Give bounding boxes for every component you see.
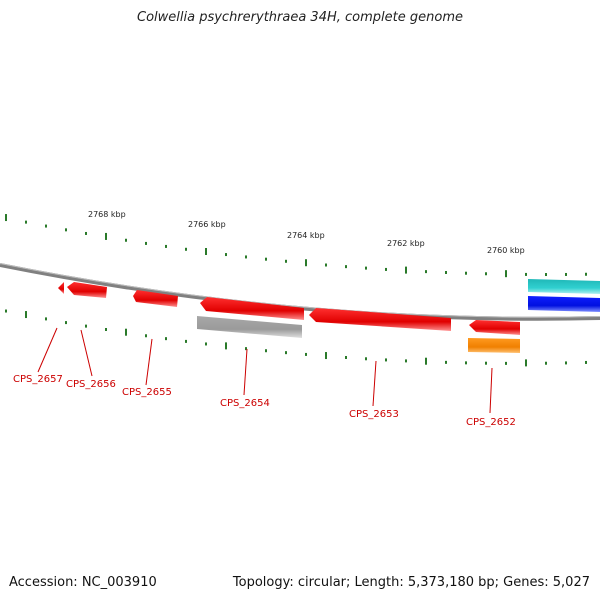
major-tick-mark [405,266,407,274]
gene-arrow-cyan-edge[interactable] [528,279,600,294]
gene-arrow-blue-edge[interactable] [528,296,600,312]
inner-tick-ring [5,309,587,367]
gene-label-cps-2652: CPS_2652 [466,417,516,428]
minor-tick-mark [165,337,167,341]
map-title: Colwellia psychrerythraea 34H, complete … [137,10,463,25]
major-tick-mark [5,214,7,222]
scale-tick-label-2762: 2762 kbp [387,239,425,248]
minor-tick-mark [405,359,407,363]
gene-arrow-cps-2652-red[interactable] [469,320,520,335]
leader-cps-2653 [372,360,377,407]
major-tick-mark [305,259,307,267]
minor-tick-mark [245,255,247,259]
minor-tick-mark [345,355,347,359]
gene-arrow-cps-2657[interactable] [58,282,64,294]
minor-tick-mark [285,351,287,355]
major-tick-mark [325,352,327,360]
minor-tick-mark [545,361,547,365]
major-tick-mark [105,232,107,240]
minor-tick-mark [585,272,587,276]
gene-label-cps-2657: CPS_2657 [13,374,63,385]
minor-tick-mark [365,266,367,270]
minor-tick-mark [185,339,187,343]
minor-tick-mark [445,270,447,274]
major-tick-mark [505,270,507,278]
minor-tick-mark [465,271,467,275]
gene-arrow-cps-2656[interactable] [67,282,107,298]
minor-tick-mark [85,231,87,235]
leader-cps-2655 [145,338,153,386]
minor-tick-mark [225,253,227,257]
gene-label-cps-2655: CPS_2655 [122,387,172,398]
minor-tick-mark [485,272,487,276]
minor-tick-mark [145,241,147,245]
minor-tick-mark [285,259,287,263]
minor-tick-mark [185,247,187,251]
minor-tick-mark [365,357,367,361]
minor-tick-mark [125,238,127,242]
scale-tick-label-2764: 2764 kbp [287,231,325,240]
minor-tick-mark [345,265,347,269]
minor-tick-mark [425,270,427,274]
minor-tick-mark [25,220,27,224]
minor-tick-mark [245,347,247,351]
leader-cps-2656 [80,329,93,377]
minor-tick-mark [585,360,587,364]
accession-text: Accession: NC_003910 [9,575,157,590]
minor-tick-mark [265,349,267,353]
minor-tick-mark [165,244,167,248]
major-tick-mark [205,247,207,255]
minor-tick-mark [85,324,87,328]
gene-label-leaders [37,327,493,414]
scale-tick-label-2768: 2768 kbp [88,210,126,219]
minor-tick-mark [65,228,67,232]
major-tick-mark [125,328,127,336]
leader-cps-2657 [37,327,58,373]
minor-tick-mark [485,361,487,365]
major-tick-mark [25,311,27,319]
minor-tick-mark [565,361,567,365]
minor-tick-mark [545,273,547,277]
minor-tick-mark [145,334,147,338]
scale-tick-label-2760: 2760 kbp [487,246,525,255]
minor-tick-mark [205,342,207,346]
minor-tick-mark [385,267,387,271]
major-tick-mark [425,357,427,365]
minor-tick-mark [505,361,507,365]
gene-label-cps-2654: CPS_2654 [220,398,270,409]
gene-arrow-cps-2654-red[interactable] [200,297,304,320]
leader-cps-2654 [243,348,248,396]
minor-tick-mark [525,272,527,276]
minor-tick-mark [45,317,47,321]
minor-tick-mark [325,263,327,267]
gene-arrow-cps-2652-orange[interactable] [468,338,520,353]
minor-tick-mark [45,224,47,228]
gene-arrow-cps-2654-gray[interactable] [197,316,302,338]
gene-label-cps-2653: CPS_2653 [349,409,399,420]
minor-tick-mark [265,257,267,261]
minor-tick-mark [65,321,67,325]
minor-tick-mark [465,361,467,365]
minor-tick-mark [105,327,107,331]
gene-label-cps-2656: CPS_2656 [66,379,116,390]
scale-tick-label-2766: 2766 kbp [188,220,226,229]
minor-tick-mark [445,360,447,364]
minor-tick-mark [305,352,307,356]
minor-tick-mark [5,309,7,313]
minor-tick-mark [565,272,567,276]
genome-summary-text: Topology: circular; Length: 5,373,180 bp… [232,575,590,590]
leader-cps-2652 [489,367,493,414]
major-tick-mark [225,342,227,350]
outer-tick-ring [5,214,587,278]
gene-arrow-cps-2655[interactable] [133,290,178,307]
gene-arrow-cps-2653[interactable] [309,308,451,331]
minor-tick-mark [385,358,387,362]
major-tick-mark [525,359,527,367]
genome-backbone-highlight [0,263,600,318]
